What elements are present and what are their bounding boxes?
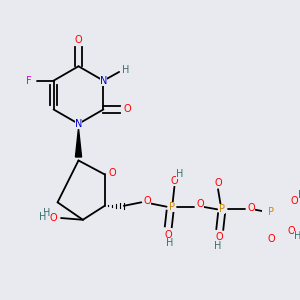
Text: O: O	[109, 168, 116, 178]
Text: O: O	[144, 196, 151, 206]
Text: N: N	[75, 119, 82, 129]
Text: P: P	[268, 207, 274, 217]
Text: H: H	[298, 190, 300, 200]
Text: H: H	[43, 208, 50, 218]
Text: O: O	[123, 104, 131, 114]
Text: H: H	[167, 238, 174, 248]
Text: O: O	[267, 234, 275, 244]
Text: O: O	[197, 199, 204, 209]
Text: O: O	[248, 202, 255, 213]
Text: H: H	[294, 231, 300, 241]
Text: O: O	[216, 232, 224, 242]
Text: H: H	[176, 169, 183, 178]
Text: H: H	[39, 212, 46, 222]
Text: O: O	[75, 35, 82, 45]
Text: O: O	[214, 178, 222, 188]
Polygon shape	[75, 128, 82, 157]
Text: P: P	[169, 202, 175, 212]
Text: H: H	[214, 241, 222, 251]
Text: F: F	[26, 76, 32, 86]
Text: H: H	[122, 65, 129, 75]
Text: N: N	[100, 76, 107, 86]
Text: O: O	[287, 226, 295, 236]
Text: O: O	[171, 176, 178, 185]
Text: O: O	[164, 230, 172, 240]
Text: P: P	[219, 204, 225, 214]
Text: O: O	[50, 213, 57, 223]
Text: O: O	[291, 196, 298, 206]
